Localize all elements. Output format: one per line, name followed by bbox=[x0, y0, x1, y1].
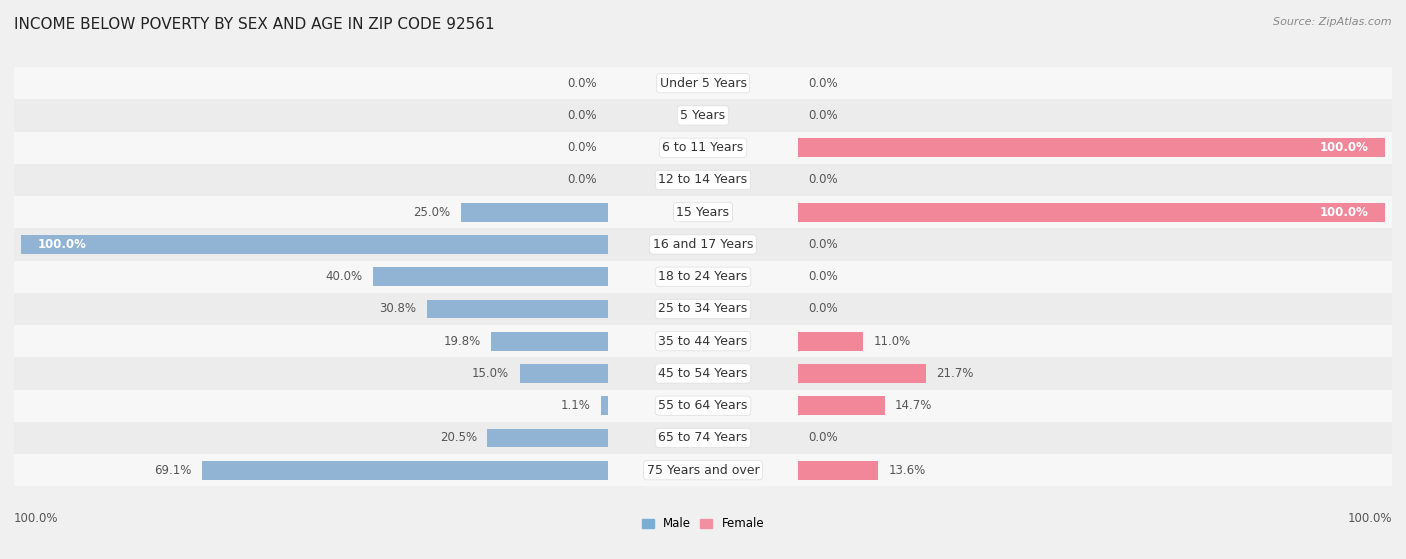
Text: 45 to 54 Years: 45 to 54 Years bbox=[658, 367, 748, 380]
Text: 35 to 44 Years: 35 to 44 Years bbox=[658, 335, 748, 348]
Bar bbox=[14, 228, 1392, 260]
Bar bbox=[21, 235, 607, 254]
Bar bbox=[799, 332, 863, 350]
Bar bbox=[14, 454, 1392, 486]
Bar bbox=[600, 396, 607, 415]
Bar bbox=[14, 100, 1392, 131]
Text: 75 Years and over: 75 Years and over bbox=[647, 464, 759, 477]
Bar bbox=[488, 429, 607, 447]
Text: 0.0%: 0.0% bbox=[568, 141, 598, 154]
Text: 40.0%: 40.0% bbox=[326, 270, 363, 283]
Text: 18 to 24 Years: 18 to 24 Years bbox=[658, 270, 748, 283]
Bar bbox=[14, 196, 1392, 228]
Text: 0.0%: 0.0% bbox=[808, 432, 838, 444]
Bar bbox=[14, 164, 1392, 196]
Text: 25 to 34 Years: 25 to 34 Years bbox=[658, 302, 748, 315]
Bar bbox=[14, 325, 1392, 357]
Legend: Male, Female: Male, Female bbox=[637, 513, 769, 535]
Text: Source: ZipAtlas.com: Source: ZipAtlas.com bbox=[1274, 17, 1392, 27]
Text: 15 Years: 15 Years bbox=[676, 206, 730, 219]
Bar bbox=[799, 396, 884, 415]
Text: 5 Years: 5 Years bbox=[681, 109, 725, 122]
Text: 55 to 64 Years: 55 to 64 Years bbox=[658, 399, 748, 412]
Text: 0.0%: 0.0% bbox=[808, 238, 838, 251]
Bar bbox=[519, 364, 607, 383]
Bar bbox=[461, 203, 607, 221]
Text: 65 to 74 Years: 65 to 74 Years bbox=[658, 432, 748, 444]
Text: 11.0%: 11.0% bbox=[873, 335, 911, 348]
Bar bbox=[373, 267, 607, 286]
Bar bbox=[14, 357, 1392, 390]
Text: 20.5%: 20.5% bbox=[440, 432, 477, 444]
Bar bbox=[14, 293, 1392, 325]
Text: 0.0%: 0.0% bbox=[808, 77, 838, 89]
Bar bbox=[14, 390, 1392, 422]
Text: 14.7%: 14.7% bbox=[896, 399, 932, 412]
Text: 0.0%: 0.0% bbox=[568, 173, 598, 187]
Text: 6 to 11 Years: 6 to 11 Years bbox=[662, 141, 744, 154]
Bar bbox=[799, 203, 1385, 221]
Text: 100.0%: 100.0% bbox=[1347, 513, 1392, 525]
Text: 30.8%: 30.8% bbox=[380, 302, 416, 315]
Text: 100.0%: 100.0% bbox=[14, 513, 59, 525]
Bar bbox=[14, 67, 1392, 100]
Text: INCOME BELOW POVERTY BY SEX AND AGE IN ZIP CODE 92561: INCOME BELOW POVERTY BY SEX AND AGE IN Z… bbox=[14, 17, 495, 32]
Text: 100.0%: 100.0% bbox=[1319, 206, 1368, 219]
Text: 0.0%: 0.0% bbox=[568, 109, 598, 122]
Text: 0.0%: 0.0% bbox=[808, 302, 838, 315]
Text: 25.0%: 25.0% bbox=[413, 206, 450, 219]
Bar bbox=[14, 260, 1392, 293]
Text: 12 to 14 Years: 12 to 14 Years bbox=[658, 173, 748, 187]
Bar bbox=[799, 461, 879, 480]
Text: Under 5 Years: Under 5 Years bbox=[659, 77, 747, 89]
Bar bbox=[427, 300, 607, 318]
Bar bbox=[491, 332, 607, 350]
Text: 100.0%: 100.0% bbox=[1319, 141, 1368, 154]
Text: 0.0%: 0.0% bbox=[808, 109, 838, 122]
Text: 0.0%: 0.0% bbox=[568, 77, 598, 89]
Text: 16 and 17 Years: 16 and 17 Years bbox=[652, 238, 754, 251]
Text: 13.6%: 13.6% bbox=[889, 464, 925, 477]
Text: 69.1%: 69.1% bbox=[155, 464, 191, 477]
Text: 0.0%: 0.0% bbox=[808, 270, 838, 283]
Bar bbox=[202, 461, 607, 480]
Text: 15.0%: 15.0% bbox=[472, 367, 509, 380]
Bar bbox=[14, 131, 1392, 164]
Text: 0.0%: 0.0% bbox=[808, 173, 838, 187]
Text: 21.7%: 21.7% bbox=[936, 367, 973, 380]
Bar bbox=[14, 422, 1392, 454]
Text: 1.1%: 1.1% bbox=[561, 399, 591, 412]
Text: 19.8%: 19.8% bbox=[444, 335, 481, 348]
Bar bbox=[799, 364, 925, 383]
Bar bbox=[799, 138, 1385, 157]
Text: 100.0%: 100.0% bbox=[38, 238, 87, 251]
